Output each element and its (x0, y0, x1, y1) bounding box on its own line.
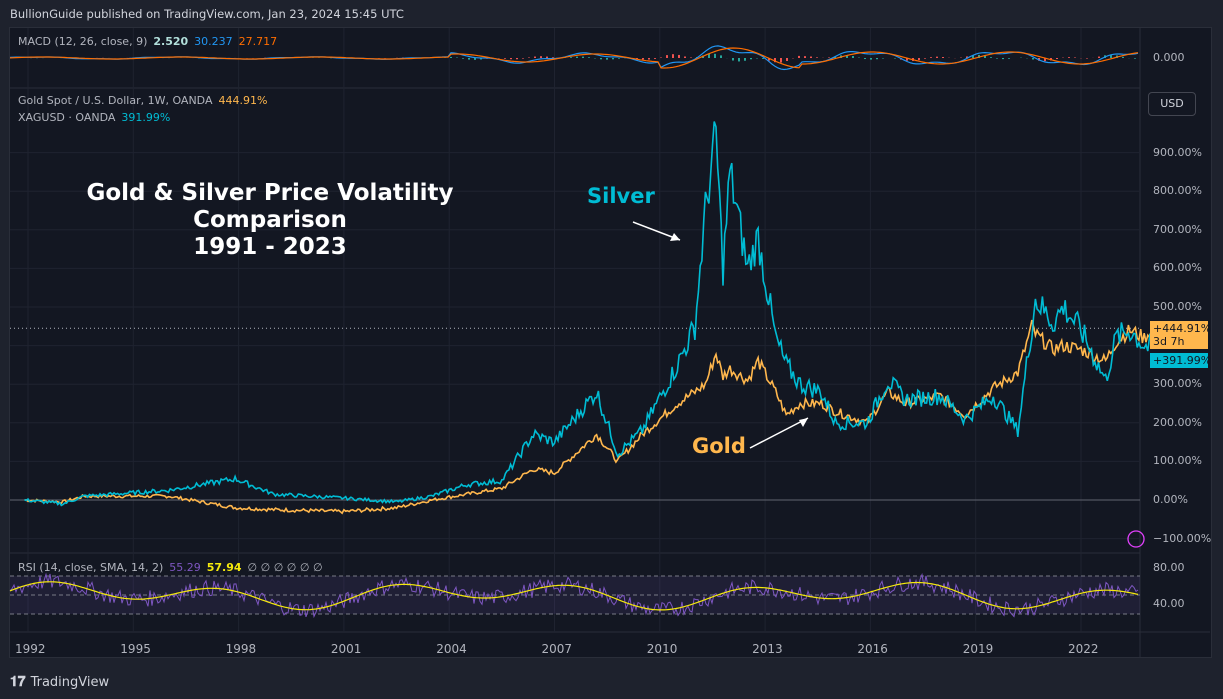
silver-series-line (24, 121, 1155, 507)
silver-arrowhead (670, 233, 680, 241)
rsi-label: RSI (14, close, SMA, 14, 2) (18, 561, 164, 574)
gold-legend-label: Gold Spot / U.S. Dollar, 1W, OANDA (18, 94, 213, 107)
title-line-1: Gold & Silver Price Volatility (86, 180, 454, 206)
x-tick-label: 1995 (120, 642, 151, 656)
gold-arrowhead (799, 418, 808, 427)
y-tick-label: 500.00% (1153, 300, 1202, 313)
rsi-sma-line (9, 581, 1139, 611)
gold-tag-value: +444.91% (1153, 322, 1212, 335)
tv-logo-icon: 𝟏𝟕 (10, 674, 26, 690)
silver-annotation: Silver (587, 184, 655, 208)
x-tick-label: 1992 (15, 642, 46, 656)
gold-arrow (749, 417, 809, 449)
macd-signal: 30.237 (194, 35, 233, 48)
rsi-empty-values: ∅ ∅ ∅ ∅ ∅ ∅ (247, 561, 323, 574)
rsi-axis-80: 80.00 (1153, 561, 1185, 574)
y-tick-label: 300.00% (1153, 377, 1202, 391)
silver-legend[interactable]: XAGUSD · OANDA 391.99% (18, 111, 170, 124)
gold-annotation: Gold (692, 434, 746, 458)
rsi-axis-40: 40.00 (1153, 597, 1185, 610)
y-tick-label: 100.00% (1153, 454, 1202, 468)
macd-label: MACD (12, 26, close, 9) (18, 35, 148, 48)
title-line-2: Comparison (193, 207, 347, 233)
y-tick-label: −100.00% (1153, 531, 1212, 545)
gold-series-line (24, 319, 1154, 515)
x-tick-label: 2010 (646, 642, 678, 656)
y-tick-label: 200.00% (1153, 415, 1202, 429)
x-tick-label: 1998 (225, 642, 257, 656)
rsi-legend: RSI (14, close, SMA, 14, 2) 55.29 57.94 ∅ ∅… (18, 561, 323, 574)
brand-name: TradingView (30, 674, 110, 690)
macd-axis-label: 0.000 (1153, 51, 1185, 64)
gold-price-tag: +444.91% 3d 7h (1150, 321, 1212, 349)
lightning-icon (1127, 530, 1145, 548)
gold-legend-value: 444.91% (218, 94, 268, 107)
macd-line (9, 45, 1139, 71)
publish-info: BullionGuide published on TradingView.co… (10, 7, 404, 21)
silver-price-tag: +391.99% (1150, 353, 1211, 368)
x-tick-label: 2016 (857, 642, 888, 656)
x-tick-label: 2022 (1068, 642, 1099, 656)
chart-title: Gold & Silver Price Volatility Compariso… (60, 180, 480, 261)
title-line-3: 1991 - 2023 (193, 234, 347, 260)
y-tick-label: 900.00% (1153, 145, 1202, 159)
x-tick-label: 2007 (541, 642, 573, 656)
x-tick-label: 2001 (330, 642, 362, 656)
bar-countdown: 3d 7h (1153, 335, 1185, 348)
silver-legend-value: 391.99% (121, 111, 171, 124)
tradingview-logo[interactable]: 𝟏𝟕 TradingView (10, 674, 109, 690)
macd-hist: 27.717 (238, 35, 278, 48)
x-tick-label: 2019 (962, 642, 994, 656)
rsi-sma-value: 57.94 (206, 561, 242, 574)
y-tick-label: 0.00% (1153, 493, 1188, 506)
macd-legend: MACD (12, 26, close, 9) 2.520 30.237 27.717 (18, 35, 277, 48)
macd-value: 2.520 (153, 35, 189, 48)
y-tick-label: 600.00% (1153, 261, 1202, 275)
macd-signal-line (9, 47, 1139, 69)
currency-button[interactable]: USD (1148, 92, 1196, 116)
rsi-value: 55.29 (169, 561, 201, 574)
silver-legend-label: XAGUSD · OANDA (18, 111, 116, 124)
rsi-line (9, 572, 1139, 619)
x-tick-label: 2013 (752, 642, 783, 656)
x-tick-label: 2004 (436, 642, 467, 656)
y-tick-label: 800.00% (1153, 184, 1202, 198)
gold-legend[interactable]: Gold Spot / U.S. Dollar, 1W, OANDA 444.91… (18, 94, 267, 107)
y-tick-label: 700.00% (1153, 222, 1202, 236)
